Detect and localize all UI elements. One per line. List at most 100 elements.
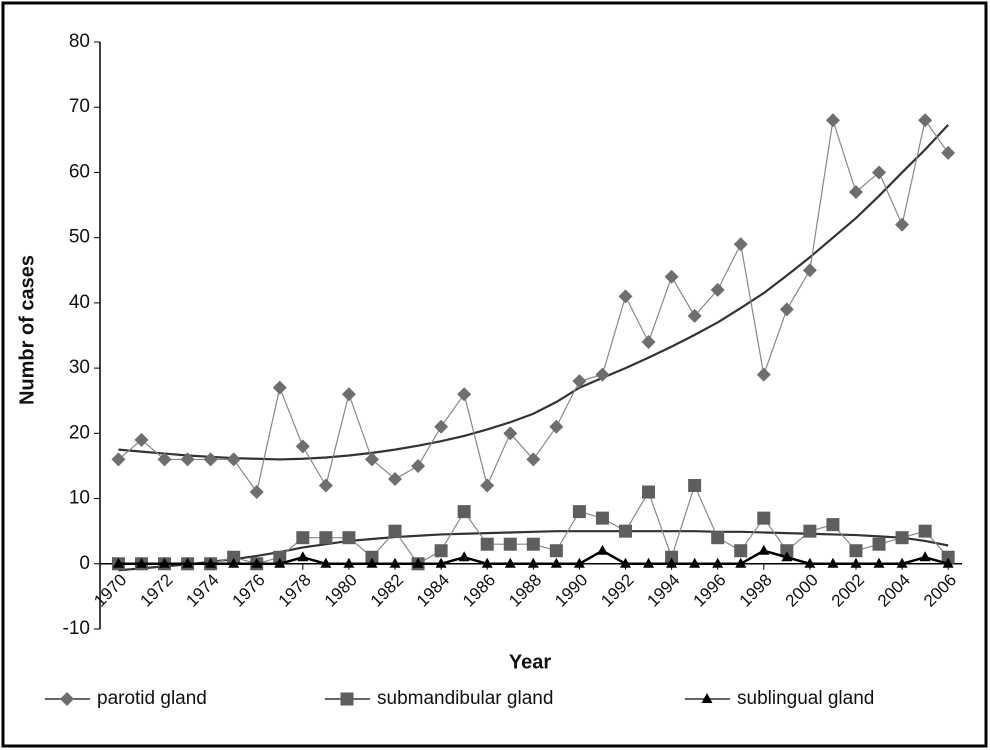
- marker: [159, 557, 171, 568]
- marker: [710, 282, 725, 297]
- marker: [389, 557, 401, 568]
- marker: [733, 237, 748, 252]
- marker: [226, 452, 241, 467]
- marker: [228, 557, 240, 568]
- marker: [411, 458, 426, 473]
- marker: [641, 335, 656, 350]
- x-tick-label: 1992: [597, 570, 637, 610]
- marker: [526, 537, 540, 551]
- marker: [134, 432, 149, 447]
- y-tick-label: 0: [79, 553, 90, 574]
- x-tick-label: 2006: [920, 570, 960, 610]
- marker: [942, 557, 954, 568]
- marker: [364, 452, 379, 467]
- marker: [642, 485, 656, 499]
- marker: [549, 419, 564, 434]
- marker: [296, 531, 310, 545]
- marker: [251, 557, 263, 568]
- marker: [249, 485, 264, 500]
- marker: [205, 557, 217, 568]
- marker: [504, 557, 516, 568]
- y-tick-label: -10: [63, 618, 90, 639]
- marker: [872, 537, 886, 551]
- marker: [735, 557, 747, 568]
- marker: [227, 550, 241, 564]
- marker: [342, 531, 356, 545]
- marker: [340, 692, 354, 706]
- marker: [273, 550, 287, 564]
- x-tick-label: 1970: [90, 570, 130, 610]
- marker: [712, 557, 724, 568]
- marker: [734, 544, 748, 558]
- x-tick-label: 2002: [828, 570, 868, 610]
- marker: [781, 551, 793, 562]
- x-tick-label: 1972: [136, 570, 176, 610]
- marker: [365, 550, 379, 564]
- legend-item: parotid gland: [45, 688, 207, 709]
- marker: [182, 557, 194, 568]
- x-tick-label: 1996: [690, 570, 730, 610]
- x-tick-label: 2000: [782, 570, 822, 610]
- marker: [780, 544, 794, 558]
- marker: [825, 113, 840, 128]
- marker: [711, 531, 725, 545]
- marker: [850, 557, 862, 568]
- y-tick-label: 50: [69, 227, 90, 248]
- y-tick-label: 70: [69, 96, 90, 117]
- x-tick-label: 1978: [275, 570, 315, 610]
- marker: [111, 452, 126, 467]
- marker: [295, 439, 310, 454]
- marker: [666, 557, 678, 568]
- x-axis-label: Year: [509, 651, 551, 673]
- legend-item: submandibular gland: [325, 688, 553, 709]
- marker: [618, 524, 632, 538]
- marker: [689, 557, 701, 568]
- marker: [643, 557, 655, 568]
- marker: [60, 692, 74, 706]
- trendline: [118, 124, 949, 461]
- marker: [319, 531, 333, 545]
- y-axis-label: Numbr of cases: [16, 255, 38, 405]
- marker: [919, 551, 931, 562]
- marker: [435, 557, 447, 568]
- marker: [872, 165, 887, 180]
- marker: [619, 557, 631, 568]
- y-tick-label: 60: [69, 161, 90, 182]
- marker: [701, 693, 713, 703]
- marker: [527, 557, 539, 568]
- marker: [503, 537, 517, 551]
- marker: [826, 518, 840, 532]
- marker: [596, 544, 608, 555]
- marker: [434, 544, 448, 558]
- marker: [481, 557, 493, 568]
- x-tick-label: 1976: [229, 570, 269, 610]
- marker: [341, 387, 356, 402]
- marker: [665, 550, 679, 564]
- marker: [550, 557, 562, 568]
- x-tick-label: 1998: [736, 570, 776, 610]
- marker: [272, 380, 287, 395]
- marker: [203, 452, 218, 467]
- marker: [388, 524, 402, 538]
- marker: [895, 531, 909, 545]
- x-tick-label: 1990: [551, 570, 591, 610]
- legend-label: parotid gland: [97, 688, 207, 709]
- marker: [895, 217, 910, 232]
- marker: [412, 557, 424, 568]
- marker: [457, 387, 472, 402]
- legend-item: sublingual gland: [685, 688, 874, 709]
- marker: [526, 452, 541, 467]
- marker: [318, 478, 333, 493]
- series-line: [118, 483, 949, 565]
- marker: [274, 557, 286, 568]
- marker: [572, 505, 586, 519]
- series-line: [118, 118, 949, 494]
- marker: [941, 145, 956, 160]
- marker: [849, 544, 863, 558]
- y-tick-label: 40: [69, 292, 90, 313]
- y-tick-label: 20: [69, 422, 90, 443]
- marker: [779, 302, 794, 317]
- marker: [803, 524, 817, 538]
- x-tick-label: 1986: [459, 570, 499, 610]
